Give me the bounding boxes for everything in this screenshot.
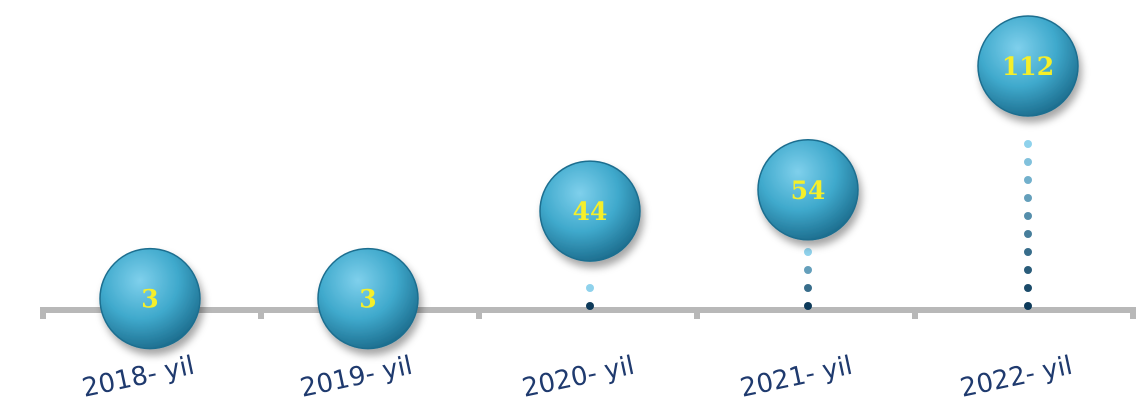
bubble-circle: [757, 139, 859, 241]
connector-dots: [586, 140, 1032, 310]
axis-tick: [258, 307, 264, 319]
value-label: 54: [791, 176, 826, 205]
connector-dot: [586, 284, 594, 292]
connector-dot: [1024, 248, 1032, 256]
year-label: 2018- yil: [80, 351, 197, 404]
connector-dot: [1024, 212, 1032, 220]
value-label: 3: [359, 285, 376, 314]
bubble-circle: [99, 247, 201, 350]
year-label: 2022- yil: [958, 351, 1075, 404]
connector-dot: [1024, 158, 1032, 166]
year-labels: 2018- yil 2019- yil 2020- yil 2021- yil 2022…: [80, 351, 1075, 404]
bubble-circle: [977, 15, 1079, 117]
connector-dot: [586, 302, 594, 310]
bubble-circle: [539, 160, 641, 262]
timeline-axis: [40, 307, 1136, 319]
connector-dot: [1024, 230, 1032, 238]
connector-dot: [804, 248, 812, 256]
value-bubble: 112: [977, 15, 1079, 117]
connector-dot: [1024, 194, 1032, 202]
bubble-circle: [317, 247, 419, 350]
connector-dot: [1024, 284, 1032, 292]
year-label: 2020- yil: [520, 351, 637, 404]
connector-dot: [804, 266, 812, 274]
year-label: 2021- yil: [738, 351, 855, 404]
axis-tick: [912, 307, 918, 319]
value-bubble: 3: [317, 247, 419, 350]
connector-dot: [1024, 302, 1032, 310]
connector-dot: [804, 284, 812, 292]
connector-dot: [1024, 140, 1032, 148]
year-label: 2019- yil: [298, 351, 415, 404]
connector-dot: [1024, 266, 1032, 274]
value-label: 112: [1002, 52, 1054, 81]
value-bubble: 54: [757, 139, 859, 241]
connector-dot: [804, 302, 812, 310]
axis-tick: [476, 307, 482, 319]
value-bubbles: 3 3 44 54 112: [99, 15, 1079, 350]
value-label: 44: [573, 197, 608, 226]
value-bubble: 44: [539, 160, 641, 262]
value-bubble: 3: [99, 247, 201, 350]
connector-dot: [1024, 176, 1032, 184]
axis-tick: [694, 307, 700, 319]
axis-tick: [1130, 307, 1136, 319]
value-label: 3: [141, 285, 158, 314]
axis-tick: [40, 307, 46, 319]
